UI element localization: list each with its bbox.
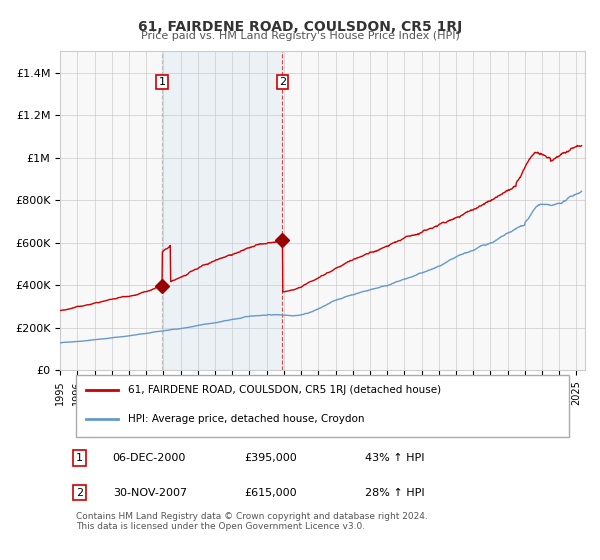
Text: HPI: Average price, detached house, Croydon: HPI: Average price, detached house, Croy… [128,414,365,424]
Text: 1: 1 [158,77,166,87]
Text: Price paid vs. HM Land Registry's House Price Index (HPI): Price paid vs. HM Land Registry's House … [140,31,460,41]
Bar [162,52,283,371]
Text: 61, FAIRDENE ROAD, COULSDON, CR5 1RJ (detached house): 61, FAIRDENE ROAD, COULSDON, CR5 1RJ (de… [128,385,442,395]
Text: 2: 2 [279,77,286,87]
Text: 43% ↑ HPI: 43% ↑ HPI [365,452,424,463]
Text: £395,000: £395,000 [244,452,296,463]
Text: 06-DEC-2000: 06-DEC-2000 [113,452,186,463]
Text: £615,000: £615,000 [244,488,296,498]
FancyBboxPatch shape [76,375,569,437]
Text: Contains HM Land Registry data © Crown copyright and database right 2024.
This d: Contains HM Land Registry data © Crown c… [76,512,428,531]
Text: 28% ↑ HPI: 28% ↑ HPI [365,488,424,498]
Text: 2: 2 [76,488,83,498]
Text: 1: 1 [76,452,83,463]
Text: 30-NOV-2007: 30-NOV-2007 [113,488,187,498]
Text: 61, FAIRDENE ROAD, COULSDON, CR5 1RJ: 61, FAIRDENE ROAD, COULSDON, CR5 1RJ [138,20,462,34]
